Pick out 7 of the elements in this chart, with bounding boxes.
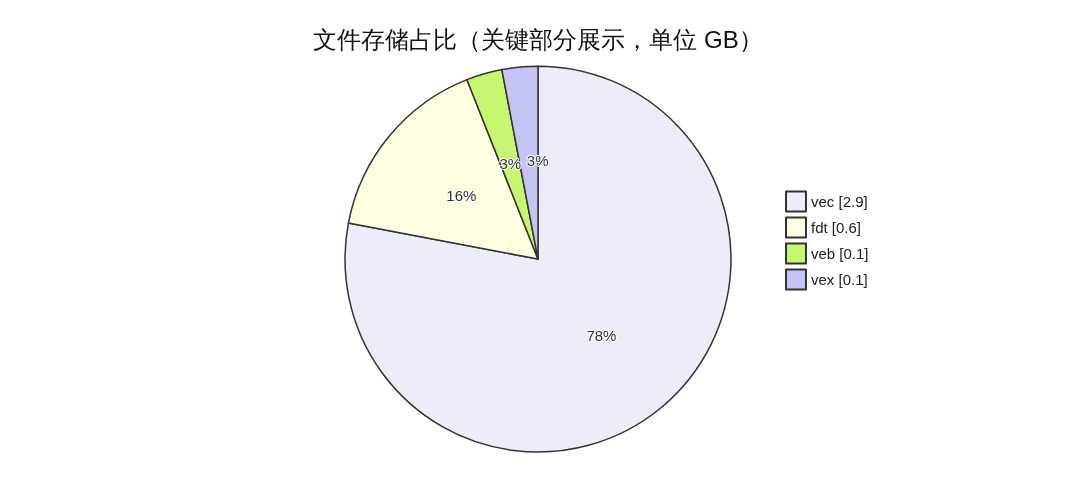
chart-title: 文件存储占比（关键部分展示，单位 GB） bbox=[313, 25, 763, 53]
legend-label: vec [2.9] bbox=[811, 193, 868, 210]
legend-label: fdt [0.6] bbox=[811, 219, 862, 236]
legend-label: veb [0.1] bbox=[811, 245, 869, 262]
legend-label: vex [0.1] bbox=[811, 271, 868, 288]
data-label: 16% bbox=[446, 187, 477, 205]
data-label: 78% bbox=[586, 327, 617, 345]
